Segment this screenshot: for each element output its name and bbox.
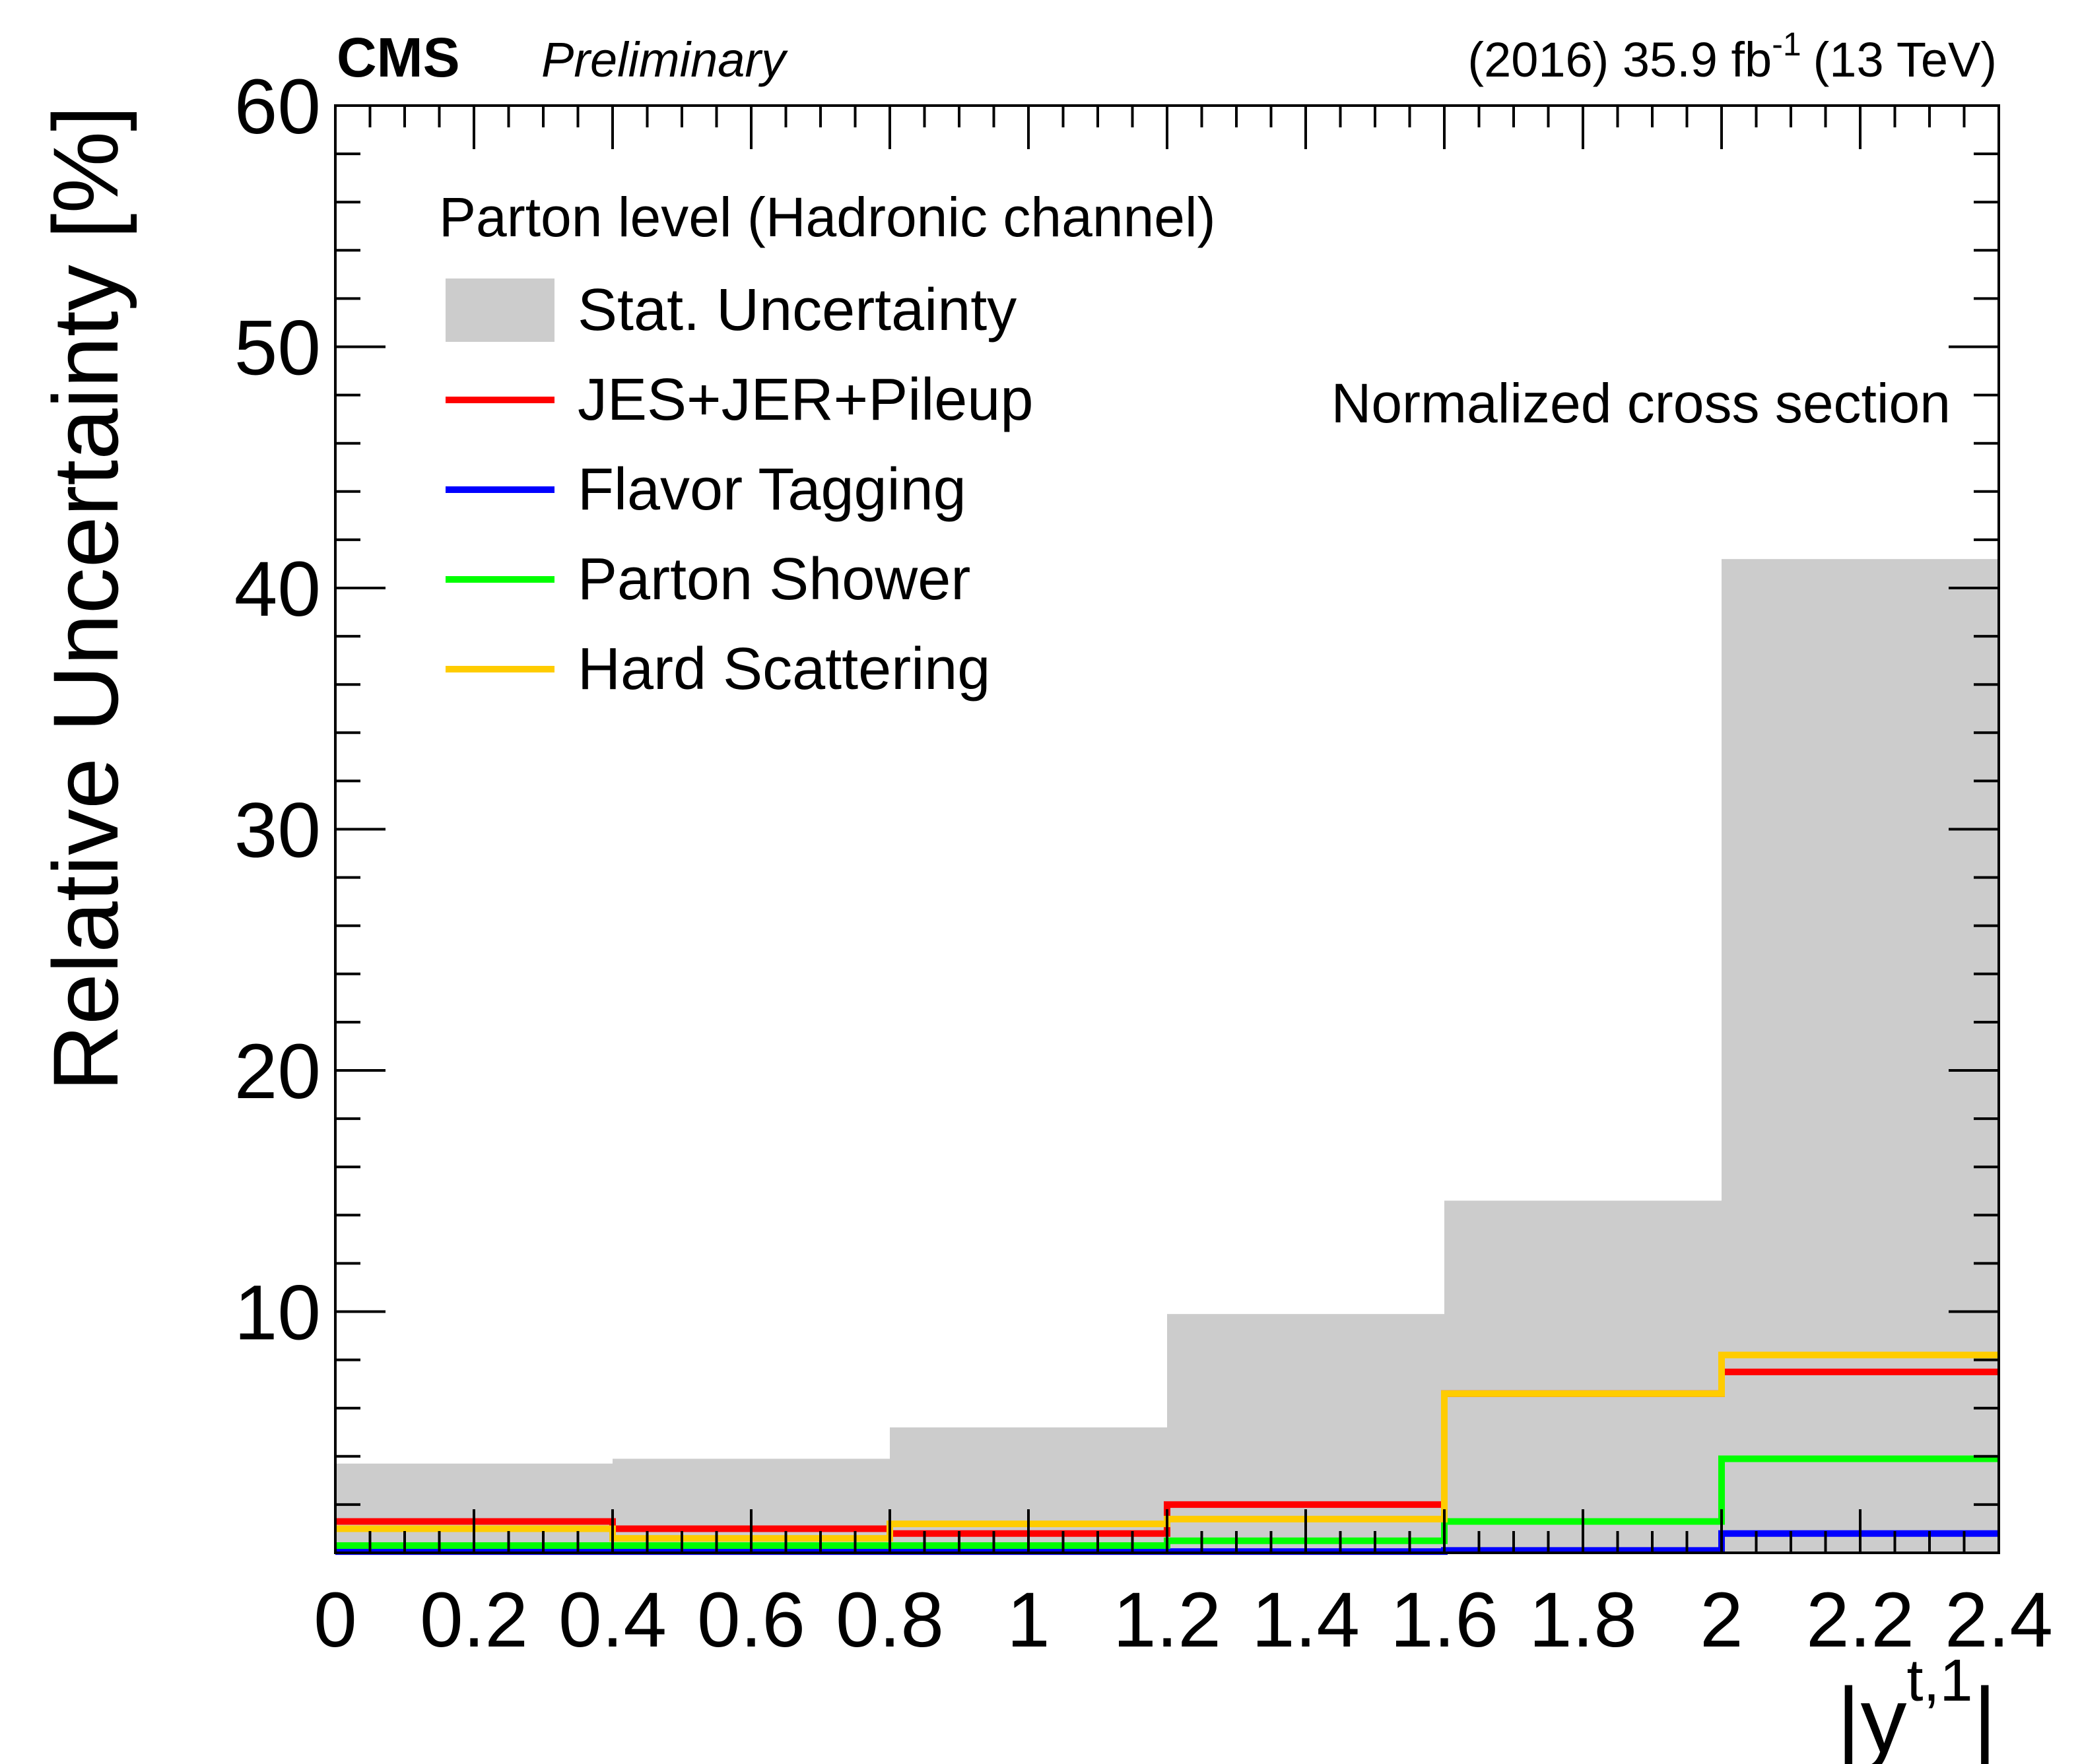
y-tick-label: 50 [234, 305, 321, 392]
legend-entry-flavor-tagging: Flavor Tagging [446, 457, 966, 523]
y-axis-title: Relative Uncertainty [%] [34, 106, 137, 1092]
x-tick-label: 0 [314, 1577, 357, 1664]
x-tick-label: 2.2 [1806, 1577, 1914, 1664]
legend-entry-stat-uncertainty: Stat. Uncertainty [446, 277, 1017, 343]
axis-tick-labels: 0 0.2 0.4 0.6 0.8 1 1.2 1.4 1.6 1.8 2 2.2 2.4 10 20 30 4… [234, 63, 2053, 1664]
x-axis-title-close: | [1973, 1668, 1997, 1764]
y-tick-label: 30 [234, 787, 321, 874]
x-tick-label: 0.8 [836, 1577, 944, 1664]
x-tick-label: 2 [1700, 1577, 1743, 1664]
y-tick-label: 40 [234, 546, 321, 633]
y-tick-label: 10 [234, 1270, 321, 1357]
luminosity-exponent: -1 [1772, 26, 1801, 63]
axis-ticks [334, 104, 2000, 1554]
x-tick-label: 0.2 [420, 1577, 528, 1664]
luminosity-label: (2016) 35.9 fb-1 (13 TeV) [1467, 26, 1997, 87]
energy-value: (13 TeV) [1813, 32, 1997, 87]
stat-uncertainty-bar [1722, 559, 1999, 1553]
x-axis-title: |yt,1| [1836, 1648, 1997, 1764]
x-tick-label: 1.4 [1252, 1577, 1360, 1664]
x-tick-label: 0.6 [697, 1577, 805, 1664]
x-tick-label: 0.4 [558, 1577, 667, 1664]
legend-entry-parton-shower: Parton Shower [446, 546, 970, 612]
legend-label: Parton Shower [578, 546, 970, 612]
legend: Stat. Uncertainty JES+JER+Pileup Flavor Ta… [446, 277, 1033, 702]
stat-uncertainty-fill-layer [335, 559, 1999, 1553]
x-axis-title-superscript: t,1 [1907, 1648, 1973, 1714]
legend-label: JES+JER+Pileup [578, 367, 1033, 433]
experiment-label: CMS [337, 26, 460, 88]
x-tick-label: 2.4 [1945, 1577, 2053, 1664]
stat-uncertainty-bar [1444, 1200, 1722, 1553]
legend-label: Flavor Tagging [578, 457, 966, 523]
legend-title: Parton level (Hadronic channel) [439, 186, 1216, 248]
x-axis-title-base: |y [1836, 1668, 1906, 1764]
y-tick-label: 60 [234, 63, 321, 150]
x-tick-label: 1.2 [1113, 1577, 1221, 1664]
legend-entry-jes-jer-pileup: JES+JER+Pileup [446, 367, 1033, 433]
x-tick-label: 1.8 [1529, 1577, 1637, 1664]
legend-swatch [446, 278, 554, 342]
y-tick-label: 20 [234, 1028, 321, 1115]
legend-label: Stat. Uncertainty [578, 277, 1017, 343]
luminosity-value: (2016) 35.9 fb [1467, 32, 1772, 87]
legend-label: Hard Scattering [578, 636, 990, 702]
normalized-cross-section-label: Normalized cross section [1331, 372, 1951, 434]
x-tick-label: 1.6 [1390, 1577, 1498, 1664]
x-tick-label: 1 [1007, 1577, 1050, 1664]
status-label: Preliminary [541, 32, 788, 87]
legend-entry-hard-scattering: Hard Scattering [446, 636, 990, 702]
